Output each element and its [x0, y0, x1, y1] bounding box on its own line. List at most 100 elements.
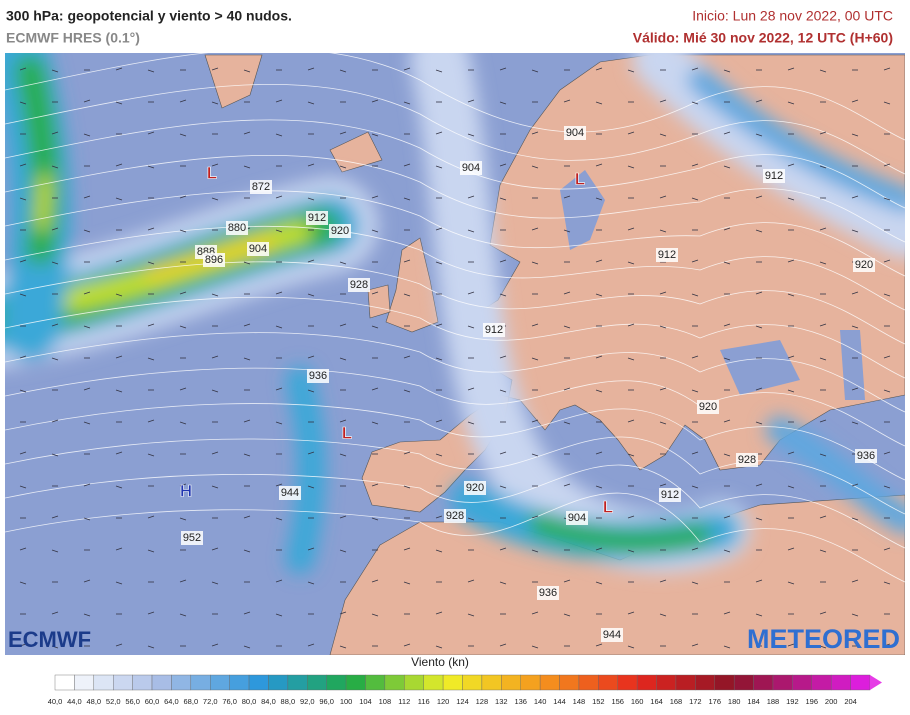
- wind-arrow: [147, 261, 155, 265]
- wind-arrow: [371, 421, 379, 425]
- wind-arrow: [659, 483, 667, 487]
- legend-label: 124: [456, 697, 469, 706]
- wind-arrow: [499, 67, 507, 71]
- wind-arrow: [403, 451, 411, 455]
- wind-arrow: [435, 261, 443, 265]
- wind-arrow: [723, 357, 731, 361]
- wind-arrow: [51, 611, 59, 615]
- wind-arrow: [659, 133, 667, 137]
- wind-arrow: [755, 195, 763, 199]
- wind-arrow: [243, 323, 251, 327]
- contour-label-bg: [464, 481, 486, 495]
- wind-arrow: [819, 131, 827, 135]
- legend-swatch: [501, 674, 521, 691]
- wind-arrow: [115, 547, 123, 551]
- wind-arrow: [339, 453, 347, 457]
- wind-arrow: [755, 579, 763, 583]
- wind-arrow: [659, 421, 667, 425]
- wind-arrow: [787, 451, 795, 455]
- contour-label-bg: [763, 169, 785, 183]
- contour-label-bg: [601, 628, 623, 642]
- legend-swatch: [656, 674, 677, 691]
- wind-arrow: [499, 581, 507, 585]
- wind-arrow: [115, 67, 123, 71]
- wind-arrow: [595, 355, 603, 359]
- wind-arrow: [851, 99, 859, 103]
- wind-arrow: [211, 101, 219, 105]
- legend-label: 184: [747, 697, 760, 706]
- wind-arrow: [83, 517, 91, 521]
- wind-arrow: [531, 549, 539, 553]
- contour-label-bg: [697, 400, 719, 414]
- wind-arrow: [403, 547, 411, 551]
- wind-arrow: [83, 483, 91, 487]
- wind-arrow: [531, 69, 539, 73]
- wind-arrow: [51, 69, 59, 73]
- contour-label-bg: [659, 488, 681, 502]
- wind-arrow: [467, 291, 475, 295]
- wind-arrow: [211, 67, 219, 71]
- wind-arrow: [403, 643, 411, 647]
- legend-swatch: [190, 674, 211, 691]
- legend-swatch: [54, 674, 75, 691]
- contour-label-bg: [566, 511, 588, 525]
- wind-arrow: [211, 581, 219, 585]
- legend-label: 116: [418, 697, 430, 706]
- wind-arrow: [531, 165, 539, 169]
- wind-arrow: [883, 581, 891, 585]
- wind-arrow: [403, 67, 411, 71]
- wind-arrow: [659, 613, 667, 617]
- pressure-center: L: [342, 423, 352, 442]
- wind-arrow: [83, 387, 91, 391]
- wind-arrow: [19, 259, 27, 263]
- legend-swatch: [326, 674, 347, 691]
- wind-arrow: [211, 355, 219, 359]
- wind-arrow: [307, 67, 315, 71]
- wind-arrows: [19, 67, 891, 649]
- wind-arrow: [787, 197, 795, 201]
- contour-line: [5, 464, 905, 549]
- wind-arrow: [339, 549, 347, 553]
- wind-arrow: [499, 197, 507, 201]
- legend-label: 68,0: [184, 697, 199, 706]
- wind-arrow: [787, 485, 795, 489]
- legend-label: 172: [689, 697, 702, 706]
- wind-arrow: [627, 419, 635, 423]
- wind-arrow: [627, 611, 635, 615]
- wind-arrow: [211, 643, 219, 647]
- wind-arrow: [819, 357, 827, 361]
- wind-arrow: [531, 611, 539, 615]
- wind-arrow: [307, 389, 315, 393]
- wind-arrow: [691, 355, 699, 359]
- wind-arrow: [787, 355, 795, 359]
- legend-swatch: [93, 674, 114, 691]
- legend-label: 148: [573, 697, 586, 706]
- legend-label: 156: [611, 697, 624, 706]
- legend-swatch: [539, 674, 560, 691]
- contour-label: 944: [603, 629, 621, 641]
- wind-arrow: [723, 549, 731, 553]
- wind-arrow: [499, 389, 507, 393]
- wind-arrow: [787, 293, 795, 297]
- legend-swatch: [481, 674, 502, 691]
- legend-label: 140: [534, 697, 547, 706]
- wind-arrow: [179, 99, 187, 103]
- legend-label: 84,0: [261, 697, 276, 706]
- legend-swatch: [792, 674, 812, 691]
- legend-label: 180: [728, 697, 741, 706]
- wind-arrow: [691, 67, 699, 71]
- contour-label: 920: [699, 401, 717, 413]
- contour-label-bg: [736, 453, 758, 467]
- wind-arrow: [883, 197, 891, 201]
- wind-arrow: [115, 389, 123, 393]
- wind-arrow: [755, 133, 763, 137]
- wind-arrow: [307, 101, 315, 105]
- contour-label: 936: [309, 370, 327, 382]
- wind-arrow: [595, 101, 603, 105]
- wind-arrow: [691, 547, 699, 551]
- wind-arrow: [307, 547, 315, 551]
- wind-arrow: [403, 389, 411, 393]
- wind-arrow: [531, 419, 539, 423]
- wind-arrow: [595, 259, 603, 263]
- wind-arrow: [403, 355, 411, 359]
